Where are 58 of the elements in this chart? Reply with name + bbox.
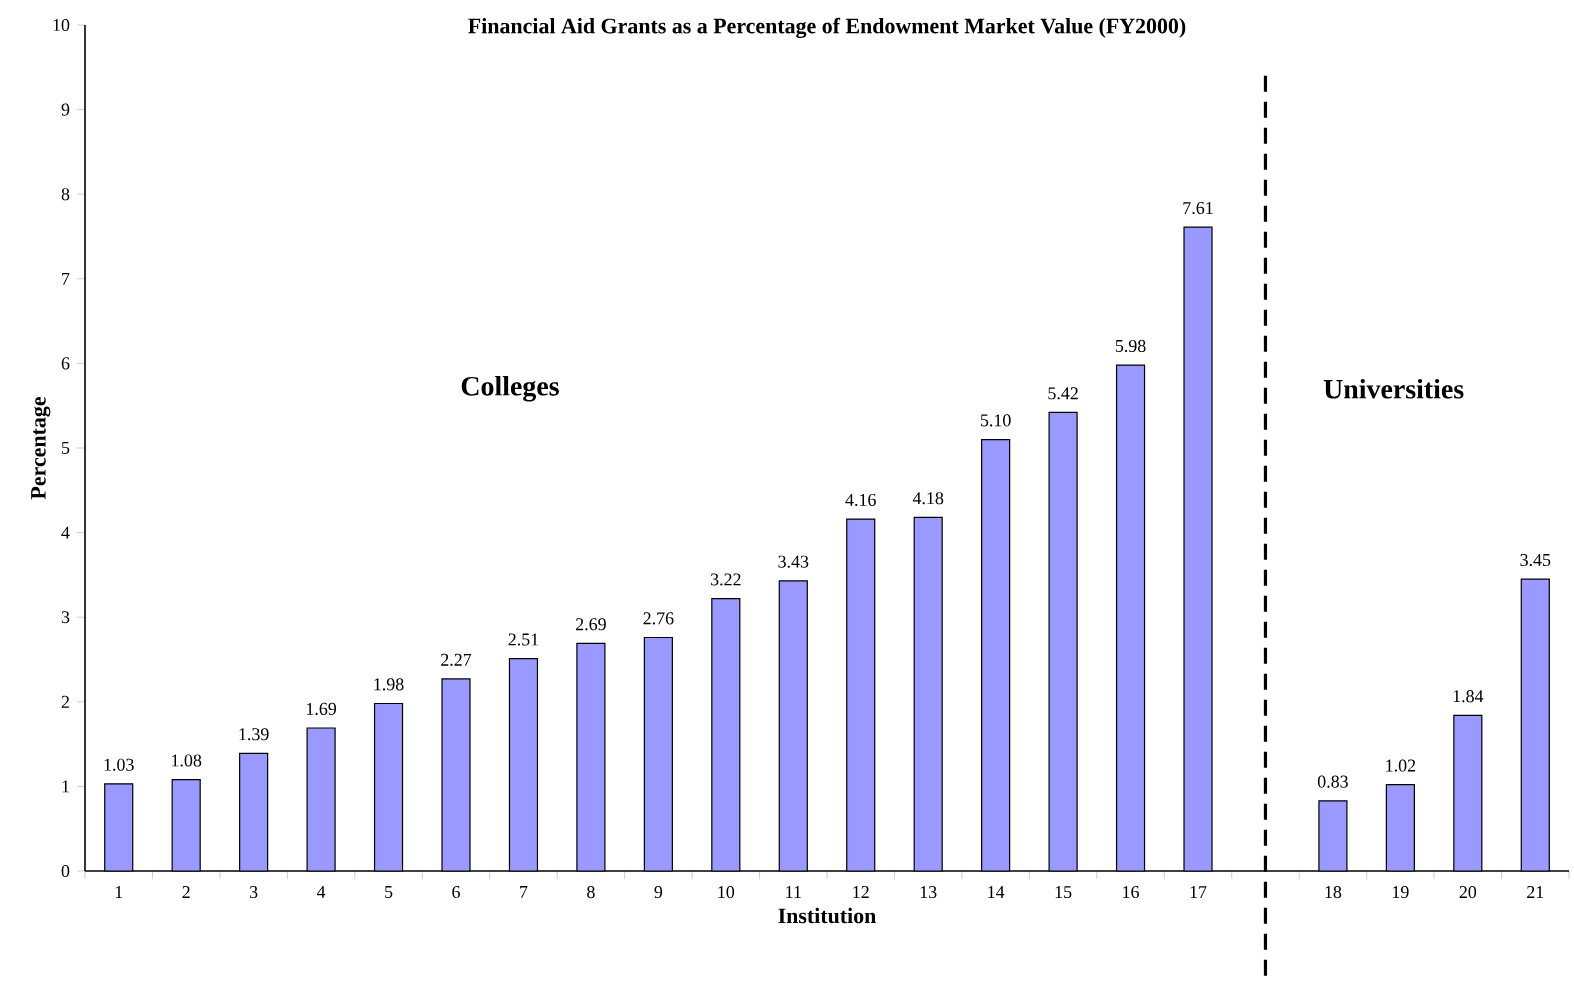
x-tick-label: 1 — [115, 886, 123, 898]
x-tick-label: 7 — [520, 886, 528, 898]
x-axis-title: Institution — [778, 907, 876, 924]
y-tick-label: 1 — [62, 780, 69, 793]
x-tick-label: 15 — [1055, 886, 1072, 899]
y-tick-label: 0 — [61, 864, 70, 878]
x-tick-label: 12 — [853, 886, 869, 898]
data-label: 0.83 — [1317, 775, 1348, 788]
data-label: 1.69 — [306, 702, 337, 715]
y-tick-label: 3 — [61, 611, 70, 624]
y-tick-label: 9 — [61, 103, 70, 116]
data-label: 2.51 — [508, 633, 539, 646]
chart-title: Financial Aid Grants as a Percentage of Endowment Market Value (FY2000) — [468, 17, 1186, 38]
x-tick-label: 8 — [587, 886, 595, 899]
x-tick-label: 17 — [1190, 886, 1207, 898]
data-label: 2.69 — [576, 618, 606, 631]
data-label: 1.39 — [239, 728, 269, 741]
x-tick-label: 9 — [654, 886, 663, 899]
data-label: 2.27 — [441, 653, 472, 666]
data-label: 3.45 — [1520, 553, 1551, 567]
data-label: 3.22 — [710, 573, 741, 586]
data-label: 3.43 — [778, 555, 809, 568]
annotation: Colleges — [461, 376, 559, 402]
y-tick-label: 7 — [62, 272, 70, 285]
x-tick-label: 18 — [1325, 886, 1342, 899]
x-tick-label: 6 — [452, 886, 460, 899]
data-label: 5.98 — [1115, 339, 1146, 353]
x-tick-label: 11 — [786, 886, 801, 898]
x-tick-label: 20 — [1459, 886, 1477, 899]
data-label: 7.61 — [1183, 202, 1213, 215]
data-label: 1.03 — [104, 758, 134, 771]
y-axis-title: Percentage — [31, 397, 51, 500]
y-tick-label: 8 — [61, 188, 70, 201]
y-tick-label: 4 — [61, 526, 70, 539]
x-tick-label: 16 — [1123, 886, 1139, 899]
data-label: 1.02 — [1386, 759, 1416, 772]
data-label: 5.42 — [1048, 387, 1078, 400]
data-label: 1.98 — [374, 678, 404, 691]
x-tick-label: 13 — [920, 886, 937, 899]
data-label: 1.08 — [172, 754, 202, 767]
x-tick-label: 21 — [1527, 886, 1544, 898]
x-tick-label: 2 — [182, 886, 190, 898]
y-tick-label: 10 — [53, 18, 70, 32]
x-tick-label: 19 — [1392, 886, 1409, 899]
y-tick-label: 2 — [61, 695, 69, 708]
x-tick-label: 4 — [316, 886, 326, 898]
data-label: 1.84 — [1453, 690, 1484, 703]
x-tick-label: 5 — [385, 886, 393, 898]
y-tick-label: 6 — [61, 357, 70, 370]
x-tick-label: 3 — [250, 886, 258, 899]
x-tick-label: 10 — [718, 886, 735, 899]
annotation: Universities — [1323, 378, 1464, 399]
data-label: 4.16 — [845, 493, 876, 507]
data-label: 5.10 — [980, 414, 1011, 427]
x-tick-label: 14 — [988, 886, 1005, 898]
data-label: 2.76 — [643, 612, 674, 625]
data-label: 4.18 — [912, 492, 944, 505]
y-tick-label: 5 — [62, 442, 70, 454]
